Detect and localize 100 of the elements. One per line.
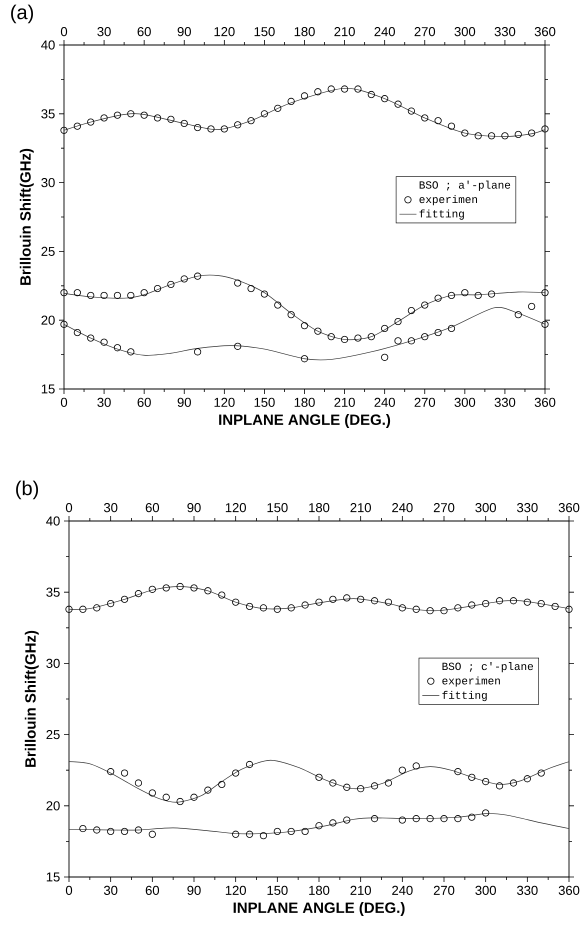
y-tick-label: 40 — [46, 516, 60, 526]
x-tick-label: 90 — [178, 398, 191, 407]
point — [381, 354, 388, 361]
point — [79, 606, 86, 613]
point — [194, 348, 202, 356]
point — [218, 780, 226, 788]
x2-tick-label: 300 — [475, 503, 496, 512]
point — [552, 602, 559, 610]
y-axis-title: Brillouin Shift(GHz) — [20, 148, 34, 285]
point — [167, 116, 174, 123]
point — [190, 794, 198, 801]
point — [368, 333, 375, 340]
point — [114, 344, 122, 352]
point — [74, 289, 81, 296]
point — [288, 311, 295, 318]
point — [127, 292, 134, 300]
y-tick-label: 20 — [41, 316, 55, 325]
point — [514, 311, 522, 318]
x2-tick-label: 150 — [268, 503, 288, 512]
point — [246, 602, 254, 610]
point — [74, 122, 81, 130]
point — [162, 584, 170, 592]
point — [65, 606, 73, 613]
point — [234, 121, 242, 128]
point — [288, 98, 295, 106]
x2-tick-label: 90 — [187, 503, 201, 512]
point — [541, 125, 549, 133]
x2-tick-label: 60 — [146, 503, 160, 512]
point — [232, 769, 240, 777]
point — [167, 280, 174, 288]
chart-title: (b) — [16, 480, 38, 500]
x-tick-label: 120 — [226, 886, 246, 895]
point — [315, 774, 323, 781]
x-tick-label: 210 — [334, 398, 355, 407]
point — [246, 760, 254, 768]
point — [260, 290, 268, 298]
point — [384, 779, 392, 787]
point — [302, 601, 309, 609]
point — [134, 590, 142, 598]
point — [398, 604, 406, 612]
point — [538, 600, 545, 608]
point — [107, 600, 114, 608]
x2-tick-label: 270 — [434, 503, 454, 512]
point — [194, 124, 202, 132]
point — [315, 598, 323, 606]
point — [340, 336, 348, 344]
point — [448, 122, 456, 130]
point — [260, 832, 268, 840]
point — [300, 355, 308, 362]
y-tick-label: 30 — [41, 178, 55, 188]
point — [421, 301, 428, 309]
point — [448, 292, 456, 300]
point — [408, 337, 415, 344]
point — [314, 328, 322, 335]
point — [134, 826, 142, 834]
x-tick-label: 360 — [534, 398, 556, 407]
point — [176, 798, 184, 806]
point — [218, 591, 226, 599]
point — [343, 784, 350, 791]
point — [154, 284, 162, 292]
x2-tick-label: 120 — [214, 27, 235, 36]
point — [60, 126, 68, 134]
x-tick-label: 240 — [392, 886, 413, 895]
point — [343, 594, 350, 602]
y-tick-label: 30 — [46, 658, 60, 668]
point — [234, 342, 242, 350]
point — [328, 333, 335, 340]
x-tick-label: 270 — [434, 886, 454, 895]
x-tick-label: 210 — [350, 886, 371, 895]
point — [528, 302, 536, 310]
point — [368, 90, 375, 98]
x2-tick-label: 360 — [558, 503, 580, 512]
x2-tick-label: 240 — [392, 503, 413, 512]
x-tick-label: 300 — [475, 886, 496, 895]
point — [162, 794, 170, 801]
point — [370, 815, 378, 822]
point — [454, 768, 462, 776]
y-tick-label: 15 — [46, 872, 60, 882]
point — [524, 598, 531, 606]
point — [501, 132, 509, 140]
point — [412, 762, 420, 770]
x2-tick-label: 330 — [517, 503, 538, 512]
x2-tick-label: 150 — [254, 27, 275, 36]
point — [60, 320, 68, 328]
point — [204, 587, 212, 594]
point — [274, 301, 282, 309]
point — [426, 607, 434, 614]
point — [79, 824, 86, 832]
point — [148, 586, 156, 593]
point — [496, 597, 504, 604]
point — [207, 125, 215, 133]
point — [329, 596, 336, 603]
point — [565, 606, 573, 613]
x-tick-label: 180 — [294, 398, 315, 407]
x-tick-label: 270 — [414, 398, 436, 407]
point — [302, 828, 309, 836]
point — [74, 328, 81, 336]
point — [412, 606, 420, 613]
y-tick-label: 15 — [42, 384, 55, 394]
x2-tick-label: 0 — [66, 503, 72, 512]
